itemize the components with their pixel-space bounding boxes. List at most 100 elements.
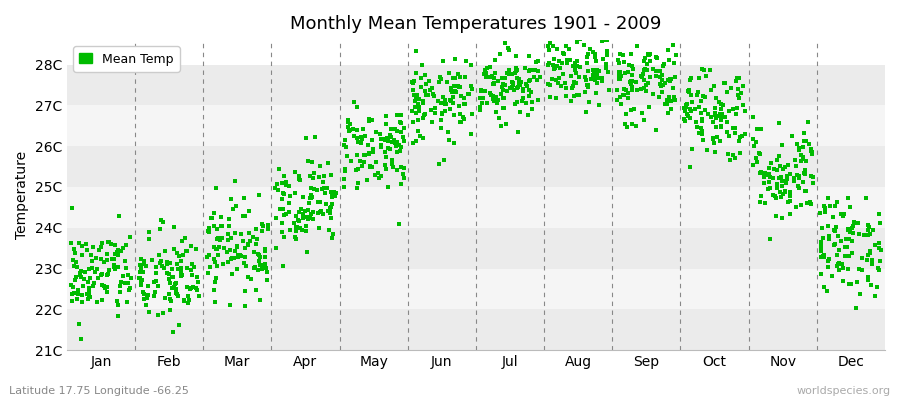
Point [522,87,536,94]
Point [775,215,789,222]
Point [790,172,805,178]
Point [392,118,407,125]
Point [814,239,828,245]
Point [510,128,525,135]
Point [546,64,561,71]
Point [822,256,836,262]
Point [382,131,397,138]
Point [338,144,353,150]
Point [590,66,604,73]
Point [225,270,239,277]
Point [80,247,94,253]
Point [757,180,771,186]
Point [772,174,787,181]
Point [763,236,778,242]
Point [630,42,644,49]
Point [447,55,462,62]
Point [243,237,257,244]
Point [512,80,526,86]
Point [568,60,582,66]
Point [805,149,819,155]
Point [691,89,706,95]
Point [325,194,339,200]
Point [110,298,124,304]
Point [543,40,557,46]
Point [694,125,708,131]
Point [230,243,245,249]
Point [293,177,308,183]
Point [617,121,632,128]
Point [641,80,655,86]
Point [175,265,189,272]
Point [701,110,716,117]
Point [783,189,797,196]
Point [620,123,634,130]
Point [529,77,544,83]
Point [753,170,768,176]
Point [420,92,435,98]
Point [212,236,227,243]
Point [362,150,376,156]
Point [664,98,679,104]
Point [828,241,842,247]
Point [118,280,132,286]
Point [796,154,810,160]
Point [163,260,177,266]
Point [772,163,787,169]
Point [404,108,419,114]
Point [85,258,99,264]
Point [832,260,846,266]
Point [555,60,570,66]
Point [821,258,835,264]
Point [727,125,742,131]
Point [279,179,293,185]
Point [559,92,573,99]
Point [842,226,856,232]
Point [356,162,370,169]
Point [260,269,274,276]
Point [153,260,167,266]
Point [303,215,318,222]
Point [576,27,590,34]
Point [846,230,860,236]
Point [393,112,408,118]
Point [616,51,630,58]
Point [522,76,536,83]
Point [169,261,184,268]
Point [101,270,115,277]
Point [360,142,374,148]
Point [642,104,656,110]
Point [790,141,805,147]
Point [134,266,148,273]
Point [796,178,810,185]
Point [483,74,498,81]
Point [668,74,682,81]
Point [698,94,712,100]
Point [776,166,790,172]
Point [410,92,424,99]
Point [507,86,521,93]
Point [174,258,188,264]
Point [836,213,850,219]
Point [616,92,630,99]
Point [256,223,271,229]
Point [640,51,654,57]
Point [796,138,811,144]
Point [511,84,526,90]
Point [732,94,746,101]
Point [872,267,886,274]
Point [406,86,420,93]
Point [614,72,628,79]
Point [783,171,797,177]
Point [500,45,515,51]
Point [580,54,594,60]
Bar [67,309,885,350]
Point [74,336,88,342]
Point [306,209,320,215]
Point [775,177,789,184]
Point [616,59,631,65]
Point [804,145,818,152]
Point [106,255,121,262]
Point [695,127,709,134]
Point [81,279,95,286]
